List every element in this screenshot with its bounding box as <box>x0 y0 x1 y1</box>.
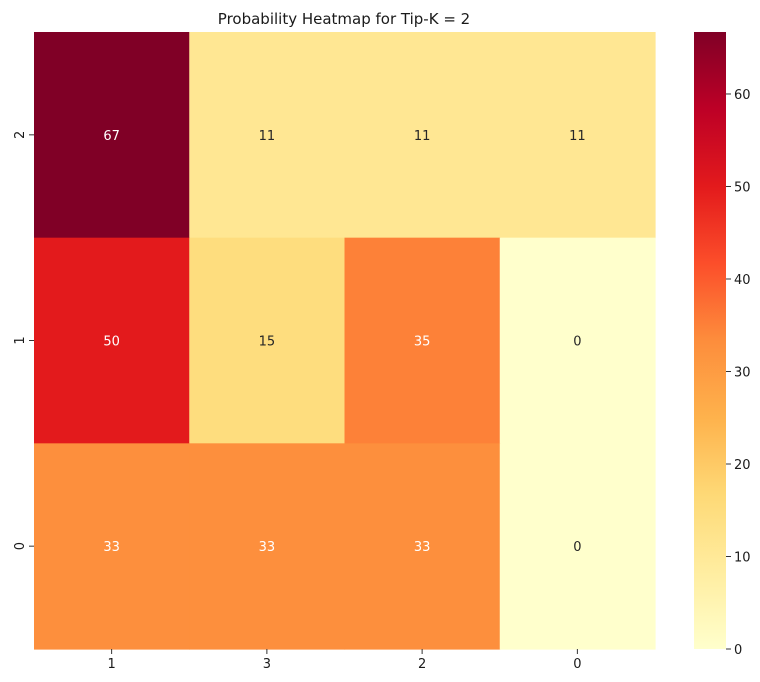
y-tick-label: 2 <box>13 131 28 139</box>
heatmap-cell <box>189 237 346 444</box>
colorbar-tick-label: 40 <box>734 273 751 288</box>
heatmap-cell <box>189 443 346 650</box>
heatmap-cell <box>34 443 190 650</box>
colorbar-tick-label: 50 <box>734 180 751 195</box>
x-axis: 1 3 2 0 <box>107 649 582 672</box>
x-tick-label: 1 <box>107 657 115 672</box>
cell-value-label: 50 <box>103 335 120 350</box>
cell-value-label: 11 <box>414 129 431 144</box>
heatmap-cell <box>344 32 501 239</box>
colorbar-tick-label: 10 <box>734 550 751 565</box>
cell-value-label: 33 <box>259 540 276 555</box>
colorbar-tick-label: 60 <box>734 88 751 103</box>
heatmap-cell <box>34 32 190 239</box>
x-tick-label: 3 <box>263 657 271 672</box>
colorbar <box>694 32 726 649</box>
y-tick-label: 0 <box>13 542 28 550</box>
cell-value-label: 33 <box>103 540 120 555</box>
cell-value-label: 35 <box>414 335 431 350</box>
chart-title: Probability Heatmap for Tip-K = 2 <box>218 10 470 28</box>
heatmap-cell <box>499 32 656 239</box>
colorbar-ticks: 0 10 20 30 40 50 60 <box>726 88 751 658</box>
colorbar-tick-label: 30 <box>734 365 751 380</box>
y-tick-label: 1 <box>13 336 28 344</box>
cell-value-label: 0 <box>573 335 581 350</box>
heatmap-cell <box>189 32 346 239</box>
heatmap-cells <box>34 32 656 650</box>
x-tick-label: 0 <box>573 657 581 672</box>
colorbar-tick-label: 0 <box>734 643 742 658</box>
colorbar-tick-label: 20 <box>734 458 751 473</box>
x-tick-label: 2 <box>418 657 426 672</box>
cell-value-label: 0 <box>573 540 581 555</box>
cell-value-label: 15 <box>259 335 276 350</box>
cell-value-label: 33 <box>414 540 431 555</box>
cell-value-label: 11 <box>569 129 586 144</box>
heatmap-cell <box>499 443 656 650</box>
heatmap-cell <box>344 443 501 650</box>
cell-value-label: 11 <box>259 129 276 144</box>
heatmap-cell <box>499 237 656 444</box>
cell-value-label: 67 <box>103 129 120 144</box>
heatmap-cell-labels: 67 11 11 11 50 15 35 0 33 33 33 0 <box>103 129 585 555</box>
y-axis: 2 1 0 <box>13 131 34 550</box>
heatmap-cell <box>34 237 190 444</box>
heatmap-cell <box>344 237 501 444</box>
